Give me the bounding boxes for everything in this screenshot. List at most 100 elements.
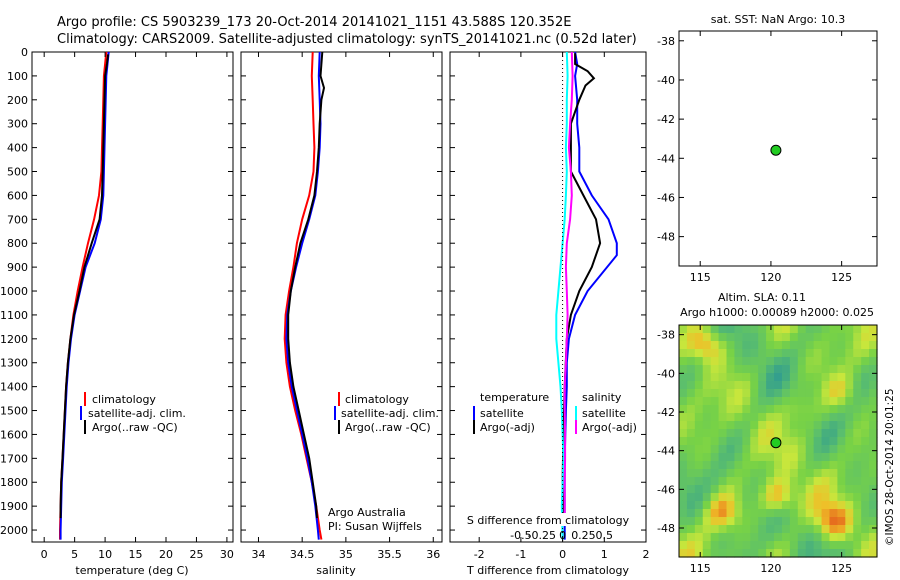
heatmap-cell: [805, 509, 815, 518]
heatmap-cell: [702, 397, 712, 406]
heatmap-cell: [789, 445, 799, 454]
heatmap-cell: [718, 509, 728, 518]
heatmap-cell: [750, 549, 759, 558]
heatmap-cell: [694, 357, 704, 366]
heatmap-cell: [781, 509, 791, 518]
heatmap-cell: [853, 533, 862, 542]
heatmap-cell: [789, 325, 799, 334]
heatmap-cell: [718, 517, 728, 526]
x-tick-label: 25: [189, 548, 203, 561]
heatmap-cell: [679, 405, 688, 414]
heatmap-cell: [837, 333, 846, 342]
heatmap-cell: [837, 349, 846, 358]
s-difference-ticks: -0.5-0.25 0 0.25 0.5: [510, 529, 613, 542]
heatmap-cell: [718, 445, 728, 454]
heatmap-cell: [710, 509, 720, 518]
heatmap-cell: [679, 541, 688, 550]
heatmap-cell: [797, 349, 807, 358]
heatmap-cell: [797, 493, 807, 502]
heatmap-cell: [702, 341, 712, 350]
heatmap-cell: [845, 365, 854, 374]
heatmap-cell: [702, 469, 712, 478]
legend-label: satellite-adj. clim.: [341, 407, 439, 420]
heatmap-cell: [869, 373, 878, 382]
heatmap-cell: [813, 397, 823, 406]
heatmap-cell: [734, 325, 743, 334]
heatmap-cell: [853, 429, 862, 438]
heatmap-cell: [845, 349, 854, 358]
heatmap-cell: [853, 485, 862, 494]
heatmap-cell: [869, 501, 878, 510]
heatmap-cell: [869, 405, 878, 414]
heatmap-cell: [750, 365, 759, 374]
argo-location-point: [770, 144, 782, 156]
heatmap-cell: [686, 469, 696, 478]
heatmap-cell: [861, 333, 870, 342]
heatmap-cell: [861, 477, 870, 486]
heatmap-cell: [766, 349, 775, 358]
heatmap-cell: [805, 413, 815, 422]
heatmap-cell: [797, 397, 807, 406]
heatmap-cell: [821, 397, 831, 406]
heatmap-cell: [861, 485, 870, 494]
series-line: [287, 51, 326, 519]
heatmap-cell: [861, 325, 870, 334]
heatmap-cell: [797, 421, 807, 430]
heatmap-cell: [718, 525, 728, 534]
heatmap-cell: [734, 469, 743, 478]
heatmap-cell: [869, 381, 878, 390]
heatmap-cell: [718, 541, 728, 550]
heatmap-cell: [813, 525, 823, 534]
heatmap-cell: [702, 373, 712, 382]
sst-map-frame: [678, 30, 878, 267]
heatmap-cell: [734, 373, 743, 382]
legend-title-bg: [478, 390, 544, 402]
heatmap-cell: [766, 477, 775, 486]
heatmap-cell: [821, 501, 831, 510]
heatmap-cell: [813, 485, 823, 494]
heatmap-cell: [766, 493, 775, 502]
heatmap-cell: [686, 437, 696, 446]
heatmap-cell: [853, 477, 862, 486]
heatmap-cell: [742, 389, 751, 398]
heatmap-cell: [869, 549, 878, 558]
y-tick-label: 200: [7, 94, 28, 107]
heatmap-cell: [679, 469, 688, 478]
heatmap-cell: [750, 325, 759, 334]
heatmap-cell: [861, 541, 870, 550]
heatmap-cell: [805, 501, 815, 510]
heatmap-cell: [686, 405, 696, 414]
heatmap-cell: [694, 365, 704, 374]
heatmap-cell: [869, 341, 878, 350]
heatmap-cell: [837, 541, 846, 550]
heatmap-cell: [750, 421, 759, 430]
heatmap-cell: [797, 469, 807, 478]
heatmap-cell: [774, 461, 783, 470]
heatmap-cell: [758, 389, 767, 398]
heatmap-cell: [837, 389, 846, 398]
y-tick-label: -44: [657, 445, 675, 458]
heatmap-cell: [710, 341, 720, 350]
heatmap-cell: [710, 549, 720, 558]
y-tick-label: 1700: [0, 452, 28, 465]
heatmap-cell: [813, 533, 823, 542]
heatmap-cell: [789, 349, 799, 358]
heatmap-cell: [694, 517, 704, 526]
heatmap-cell: [837, 525, 846, 534]
heatmap-cell: [837, 421, 846, 430]
heatmap-cell: [758, 349, 767, 358]
heatmap-cell: [726, 365, 736, 374]
heatmap-cell: [758, 429, 767, 438]
heatmap-cell: [845, 533, 854, 542]
heatmap-cell: [758, 477, 767, 486]
heatmap-cell: [789, 541, 799, 550]
heatmap-cell: [861, 357, 870, 366]
heatmap-cell: [813, 349, 823, 358]
heatmap-cell: [750, 453, 759, 462]
heatmap-cell: [766, 437, 775, 446]
heatmap-cell: [742, 349, 751, 358]
heatmap-cell: [742, 453, 751, 462]
x-tick-label: 10: [98, 548, 112, 561]
heatmap-cell: [734, 341, 743, 350]
